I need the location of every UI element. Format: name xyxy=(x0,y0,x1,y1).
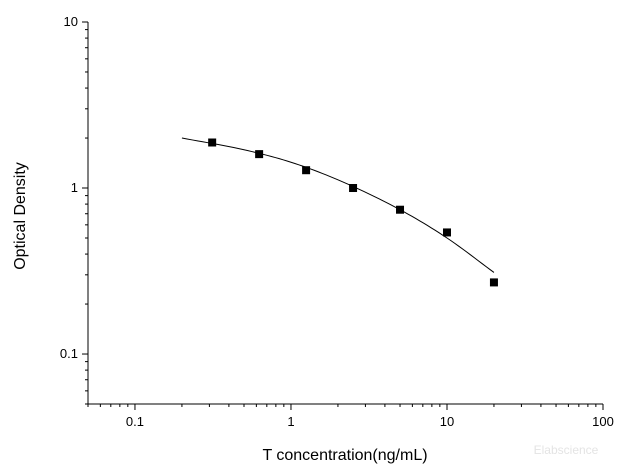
x-tick-label: 1 xyxy=(287,414,294,429)
x-tick-label: 10 xyxy=(440,414,454,429)
y-tick-label: 10 xyxy=(64,14,78,29)
data-point xyxy=(302,166,311,175)
y-axis-title: Optical Density xyxy=(12,162,29,270)
x-axis-ticks: 0.1 1 10 100 xyxy=(87,404,614,429)
data-point xyxy=(489,278,498,287)
y-axis-ticks: 0.1 1 10 xyxy=(60,14,88,405)
x-tick-label: 100 xyxy=(592,414,614,429)
data-point xyxy=(208,138,217,147)
fit-curve xyxy=(181,137,495,273)
fit-curve-layer xyxy=(181,137,495,273)
x-tick-label: 0.1 xyxy=(126,414,144,429)
plot-frame xyxy=(87,22,603,405)
data-point xyxy=(255,150,264,159)
x-axis-title: T concentration(ng/mL) xyxy=(262,447,427,464)
y-tick-label: 0.1 xyxy=(60,346,78,361)
data-point xyxy=(442,228,451,237)
y-tick-label: 1 xyxy=(71,180,78,195)
data-point xyxy=(396,205,405,214)
data-points-layer xyxy=(208,138,498,287)
data-point xyxy=(349,184,358,193)
watermark-text: Elabscience xyxy=(534,443,599,457)
